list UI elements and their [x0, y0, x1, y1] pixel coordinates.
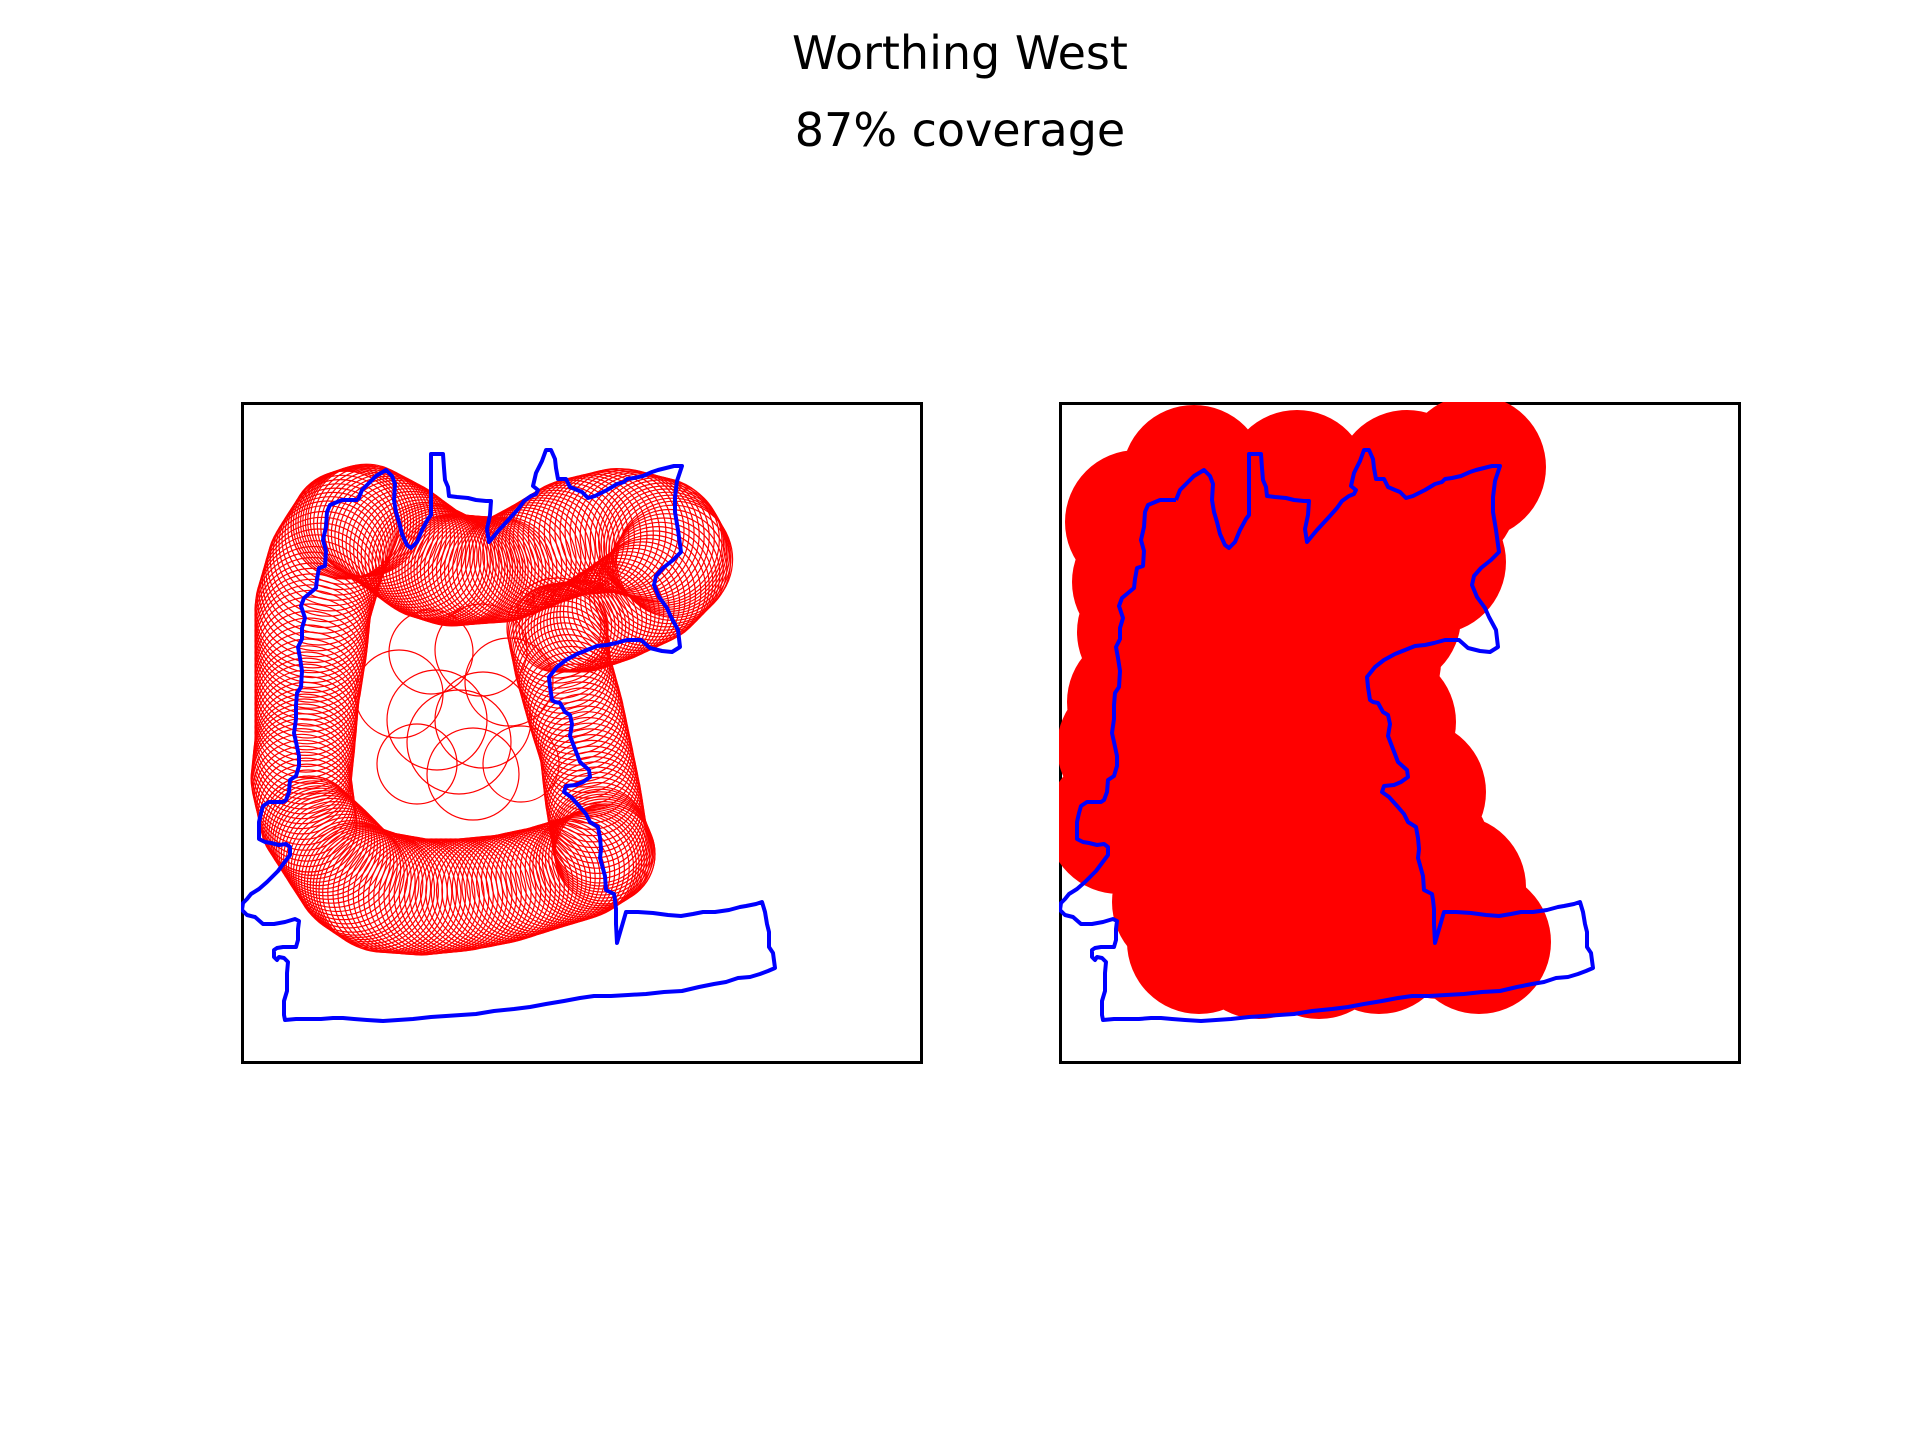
coverage-area: [1059, 402, 1551, 1019]
coverage-circle: [303, 824, 420, 941]
coverage-circle: [544, 807, 648, 911]
coverage-subtitle: 87% coverage: [794, 103, 1126, 157]
coverage-circle: [353, 490, 471, 609]
coverage-circle: [529, 814, 635, 920]
coverage-circle: [315, 829, 436, 950]
coverage-circle: [541, 808, 645, 912]
coverage-circle: [600, 482, 725, 607]
coverage-circle: [281, 483, 394, 596]
coverage-circle: [553, 798, 654, 899]
coverage-circle: [609, 513, 724, 628]
coverage-circle: [519, 817, 625, 923]
figure-title: Worthing West: [792, 26, 1128, 80]
coverage-circle: [594, 477, 720, 603]
coverage-circle: [607, 517, 721, 631]
coverage-circle: [489, 494, 601, 606]
coverage-circle: [597, 479, 723, 605]
panel-frame: [241, 402, 923, 1064]
coverage-circle: [327, 473, 444, 590]
coverage-filled-panel: [1059, 402, 1741, 1064]
coverage-circle: [275, 491, 390, 607]
coverage-circle: [525, 657, 623, 755]
coverage-circle: [482, 499, 592, 609]
coverage-circle: [272, 496, 388, 612]
coverage-circle: [426, 727, 520, 821]
coverage-circle: [288, 810, 398, 921]
coverage-circle: [283, 804, 392, 913]
coverage-disc: [1407, 870, 1551, 1014]
coverage-circle: [596, 534, 707, 644]
coverage-circle: [388, 609, 474, 695]
circles-outline-panel: [241, 402, 923, 1064]
coverage-circle: [260, 528, 378, 646]
coverage-circle: [300, 823, 416, 939]
ward-boundary: [1059, 448, 1595, 1023]
coverage-circle: [254, 578, 369, 694]
coverage-circle: [434, 671, 532, 769]
coverage-circle: [551, 788, 650, 887]
coverage-circle: [552, 795, 653, 896]
coverage-circle: [602, 525, 714, 638]
coverage-circle: [341, 482, 459, 600]
coverage-circle: [386, 669, 488, 771]
coverage-circle: [306, 825, 424, 943]
coverage-circle: [548, 806, 651, 909]
coverage-circle: [406, 689, 512, 795]
coverage-circle: [287, 474, 398, 585]
coverage-circle: [312, 828, 432, 947]
coverage-circle: [549, 781, 648, 880]
coverage-circle: [535, 811, 640, 916]
coverage-circle: [482, 725, 560, 803]
coverage-circle: [378, 838, 494, 955]
coverage-circle: [464, 637, 554, 727]
coverage-circle: [270, 787, 373, 890]
coverage-circle: [376, 723, 458, 805]
coverage-circle: [574, 471, 700, 598]
coverage-circle: [309, 463, 423, 577]
ward-boundary: [241, 448, 777, 1023]
coverage-circle: [554, 803, 656, 905]
coverage-circle: [266, 505, 385, 623]
coverage-circle: [278, 797, 385, 904]
